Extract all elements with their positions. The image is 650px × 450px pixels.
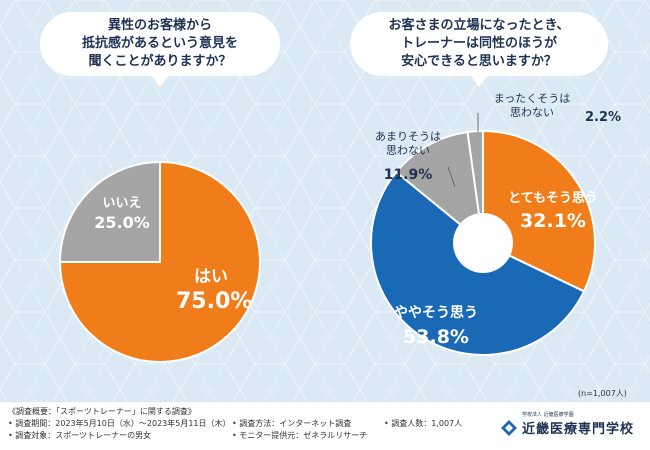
label-amari-text-2: 思わない <box>386 144 430 157</box>
chart2-slice-3 <box>394 130 485 246</box>
label-mattaku-value: 2.2% <box>585 110 622 125</box>
question-1-line-2: 抵抗感があるという意見を <box>81 36 238 51</box>
label-iie-value: 25.0% <box>94 213 150 232</box>
school-corporation: 学校法人 近畿医療学園 <box>522 412 574 418</box>
survey-overview: 《調査概要：「スポーツトレーナー」に関する調査》 <box>8 407 196 416</box>
label-totemo-value: 32.1% <box>520 210 586 232</box>
question-1-line-3: 聞くことがありますか？ <box>88 54 232 69</box>
survey-method: • 調査方法：インターネット調査 <box>232 419 352 428</box>
label-mattaku: まったくそうは 思わない <box>492 92 572 120</box>
survey-count: • 調査人数：1,007人 <box>384 419 463 428</box>
label-mattaku-text-1: まったくそうは <box>493 92 571 105</box>
donut-center-hole <box>453 213 513 273</box>
label-yaya-value: 53.8% <box>403 326 469 348</box>
school-emblem-icon <box>501 420 517 436</box>
question-1-bubble: 異性のお客様から 抵抗感があるという意見を 聞くことがありますか？ <box>40 12 280 87</box>
question-1-line-1: 異性のお客様から <box>107 18 212 33</box>
label-amari-text-1: あまりそうは <box>375 130 441 143</box>
label-totemo: とてもそう思う 32.1% <box>503 187 603 232</box>
label-hai-value: 75.0% <box>176 289 253 314</box>
label-yaya-text: ややそう思う <box>394 305 478 321</box>
label-amari-value: 11.9% <box>383 167 433 183</box>
label-hai: はい 75.0% <box>176 262 253 314</box>
survey-provider: • モニター提供元：ゼネラルリサーチ <box>232 431 368 440</box>
label-iie: いいえ 25.0% <box>92 192 152 232</box>
survey-target: • 調査対象：スポーツトレーナーの男女 <box>8 431 152 440</box>
label-totemo-text: とてもそう思う <box>508 191 598 206</box>
question-2-bubble: お客さまの立場になったとき、 トレーナーは同性のほうが 安心できると思いますか？ <box>350 12 608 87</box>
leader-line-amari <box>447 166 456 188</box>
label-iie-text: いいえ <box>102 196 142 211</box>
survey-period: • 調査期間：2023年5月10日（水）～2023年5月11日（木） <box>8 419 231 428</box>
chart1-slice-2 <box>58 160 161 263</box>
question-2-line-3: 安心できると思いますか？ <box>401 54 557 69</box>
school-name: 近畿医療専門学校 <box>522 422 635 437</box>
question-2-line-2: トレーナーは同性のほうが <box>400 36 557 51</box>
label-amari: あまりそうは 思わない 11.9% <box>368 130 448 182</box>
sample-size-label: (n=1,007人) <box>578 389 627 398</box>
footer <box>0 402 650 450</box>
label-hai-text: はい <box>194 267 228 287</box>
label-mattaku-text-2: 思わない <box>510 106 554 119</box>
question-2-line-1: お客さまの立場になったとき、 <box>388 18 570 33</box>
label-yaya: ややそう思う 53.8% <box>381 302 491 348</box>
